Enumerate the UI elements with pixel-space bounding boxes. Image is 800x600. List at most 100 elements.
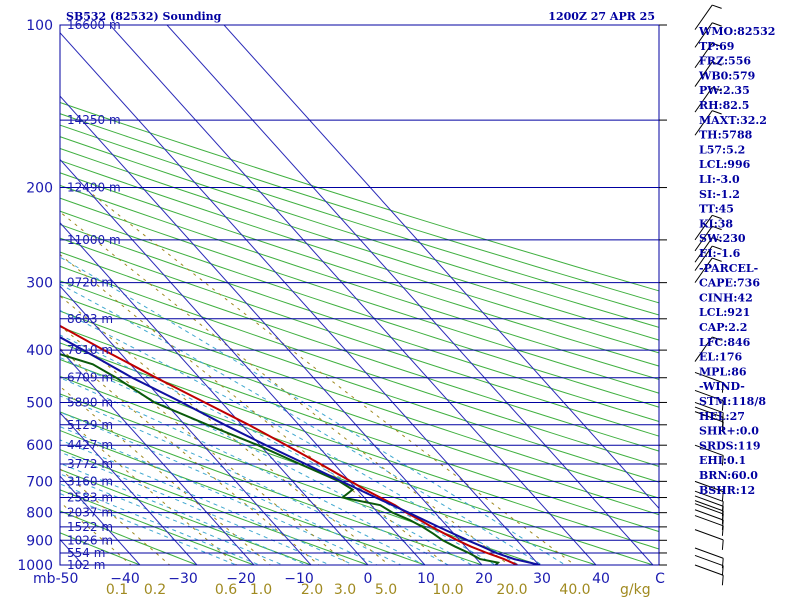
index-value: BSHR:12: [699, 484, 755, 497]
parcel-trace: [60, 336, 541, 565]
dry-adiabat: [60, 280, 659, 483]
mixing-ratio-line: [83, 187, 576, 565]
index-value: MAXT:32.2: [699, 114, 767, 127]
mixing-ratio-label: 0.6: [215, 582, 237, 598]
temperature-label: −20: [226, 571, 256, 587]
index-value: RH:82.5: [699, 99, 749, 112]
wind-barb: [694, 500, 724, 512]
isotherm: [223, 25, 659, 510]
dry-adiabat: [60, 532, 142, 565]
wind-barb: [694, 495, 724, 507]
index-value: HEL:27: [699, 410, 745, 423]
wind-barb: [694, 257, 713, 283]
dry-adiabat: [60, 468, 313, 565]
wind-barb: [694, 480, 724, 493]
pressure-label: 200: [26, 181, 53, 197]
wind-barb: [694, 503, 724, 515]
index-value: SW:230: [699, 232, 746, 245]
index-value: TH:5788: [699, 129, 753, 142]
wind-barb-feather: [712, 336, 722, 341]
pressure-label: 700: [26, 474, 53, 490]
index-value: WMO:82532: [698, 25, 775, 38]
dry-adiabat: [60, 411, 484, 565]
index-value: LFC:846: [699, 336, 751, 349]
index-value: PW:2.35: [699, 84, 750, 97]
pressure-label: 300: [26, 276, 53, 292]
wind-barb-feather: [712, 42, 722, 47]
wind-barb-feather: [721, 525, 724, 536]
wind-barb-feather: [721, 382, 724, 393]
index-value: BRN:60.0: [699, 469, 758, 482]
index-value: LI:-3.0: [699, 173, 740, 186]
moist-adiabat: [60, 377, 450, 565]
isotherm: [60, 475, 141, 565]
wind-barb: [694, 245, 713, 271]
mixing-ratio-label: 0.1: [106, 582, 128, 598]
pressure-label: 100: [26, 18, 53, 34]
index-value: FRZ:556: [699, 55, 751, 68]
moist-adiabat: [60, 356, 473, 565]
dry-adiabat: [60, 326, 659, 533]
index-value: LCL:996: [699, 158, 751, 171]
index-value: SRDS:119: [699, 439, 761, 452]
moist-adiabat: [60, 395, 426, 565]
wind-barb-feather: [721, 491, 724, 502]
index-value: LCL:921: [699, 306, 750, 319]
isotherm: [166, 25, 654, 565]
moist-adiabat: [60, 473, 284, 565]
wind-barb-feather: [721, 565, 724, 576]
isotherm: [60, 32, 540, 565]
index-value: WB0:579: [698, 69, 755, 82]
moist-adiabat: [60, 439, 355, 565]
wind-barb: [694, 411, 724, 423]
wind-barb: [694, 237, 713, 263]
index-value: EL:176: [699, 351, 742, 364]
dry-adiabat: [60, 342, 659, 550]
wind-barb: [694, 42, 713, 69]
moist-adiabat: [60, 451, 331, 565]
index-value: EHI:0.1: [699, 454, 746, 467]
grid-lines: [60, 25, 659, 565]
wind-barb-feather: [712, 22, 722, 27]
pressure-unit-label: mb: [33, 571, 56, 587]
height-label: 6709 m: [67, 371, 113, 385]
wind-barb: [694, 554, 724, 567]
wind-barb: [694, 87, 713, 113]
wind-barb-feather: [721, 421, 724, 432]
height-label: 554 m: [67, 546, 105, 560]
wind-barb-feather: [721, 558, 724, 569]
wind-barb-feather: [721, 400, 724, 411]
wind-barb-feather: [712, 257, 722, 262]
index-value: CAPE:736: [699, 277, 760, 290]
plot-frame: [59, 24, 667, 566]
height-label: 8603 m: [67, 312, 113, 326]
temperature-label: −30: [168, 571, 198, 587]
index-value: -PARCEL-: [699, 262, 758, 275]
mixing-ratio-label: 20.0: [496, 582, 527, 598]
wind-barb: [694, 226, 713, 252]
index-value: L57:5.2: [699, 143, 745, 156]
wind-barb: [694, 61, 713, 87]
mixing-ratio-label: 2.0: [301, 582, 323, 598]
mixing-ratio-label: 10.0: [432, 582, 463, 598]
wind-barb-feather: [721, 575, 724, 586]
wind-barb: [694, 509, 724, 521]
moist-adiabat: [60, 309, 520, 565]
dry-adiabat: [60, 310, 659, 516]
index-value: -WIND-: [699, 380, 745, 393]
dry-adiabat: [60, 265, 659, 467]
pressure-label: 600: [26, 438, 53, 454]
dewpoint-trace: [60, 334, 501, 565]
mixing-ratio-label: 5.0: [375, 582, 397, 598]
height-label: 16600 m: [67, 18, 121, 32]
height-label: 1522 m: [67, 520, 113, 534]
moist-adiabat: [60, 411, 402, 565]
temperature-label: 30: [533, 571, 551, 587]
height-label: 12490 m: [67, 181, 121, 195]
dry-adiabat: [60, 449, 370, 565]
pressure-label: 500: [26, 395, 53, 411]
dry-adiabat: [60, 375, 598, 565]
wind-barb-feather: [721, 539, 724, 550]
